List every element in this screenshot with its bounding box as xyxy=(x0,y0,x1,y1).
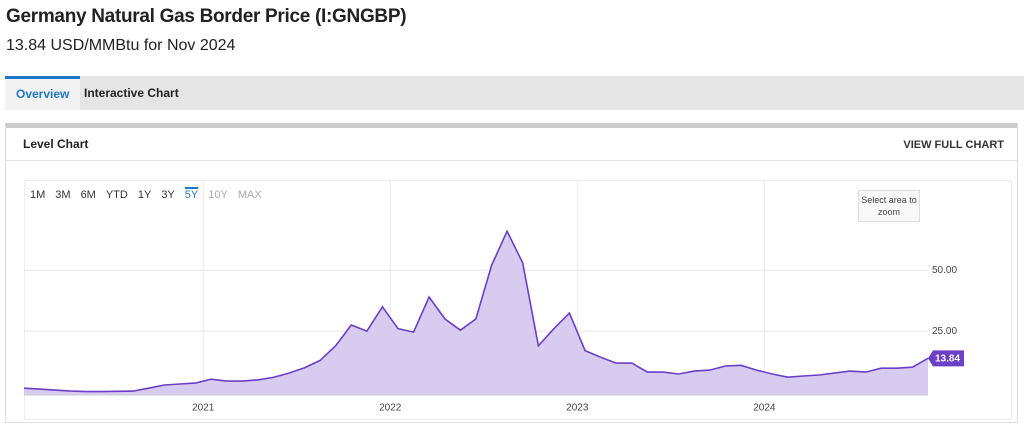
x-tick-label: 2024 xyxy=(753,403,776,414)
range-button[interactable]: 1Y xyxy=(137,189,152,201)
range-button[interactable]: YTD xyxy=(105,189,128,201)
x-tick-label: 2023 xyxy=(566,403,589,414)
x-tick-label: 2022 xyxy=(379,403,402,414)
last-value-tag: 13.84 xyxy=(928,350,964,367)
range-button[interactable]: 1M xyxy=(30,189,46,201)
range-selector: 1M 3M 6M YTD 1Y 3Y 5Y 10Y MAX xyxy=(30,187,272,201)
view-full-chart[interactable]: VIEW FULL CHART xyxy=(903,139,1004,151)
range-button[interactable]: 3Y xyxy=(161,189,175,201)
range-button: MAX xyxy=(237,189,262,201)
panel-title: Level Chart xyxy=(23,137,89,151)
divider xyxy=(6,160,1017,161)
range-button[interactable]: 5Y xyxy=(184,187,199,201)
zoom-hint: Select area to zoom xyxy=(858,190,920,222)
tab-bar: Overview Interactive Chart xyxy=(5,76,1024,110)
last-value-label: 13.84 xyxy=(935,353,960,364)
page-title: Germany Natural Gas Border Price (I:GNGB… xyxy=(6,6,407,27)
range-button[interactable]: 6M xyxy=(80,189,96,201)
area-fill xyxy=(24,231,928,395)
last-value-box xyxy=(928,350,964,367)
line xyxy=(23,229,929,393)
y-tick-label: 25.00 xyxy=(932,326,957,337)
tab[interactable]: Overview xyxy=(5,76,81,110)
y-tick-label: 50.00 xyxy=(932,265,957,276)
chart-panel xyxy=(5,123,1018,423)
range-button: 10Y xyxy=(208,189,228,201)
page-subtitle: 13.84 USD/MMBtu for Nov 2024 xyxy=(6,37,236,54)
range-button[interactable]: 3M xyxy=(55,189,71,201)
chart-box xyxy=(24,180,1012,420)
x-tick-label: 2021 xyxy=(192,403,215,414)
tab[interactable]: Interactive Chart xyxy=(84,86,179,100)
